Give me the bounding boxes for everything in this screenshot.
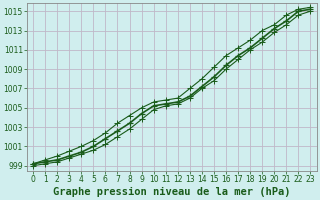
- X-axis label: Graphe pression niveau de la mer (hPa): Graphe pression niveau de la mer (hPa): [53, 186, 291, 197]
